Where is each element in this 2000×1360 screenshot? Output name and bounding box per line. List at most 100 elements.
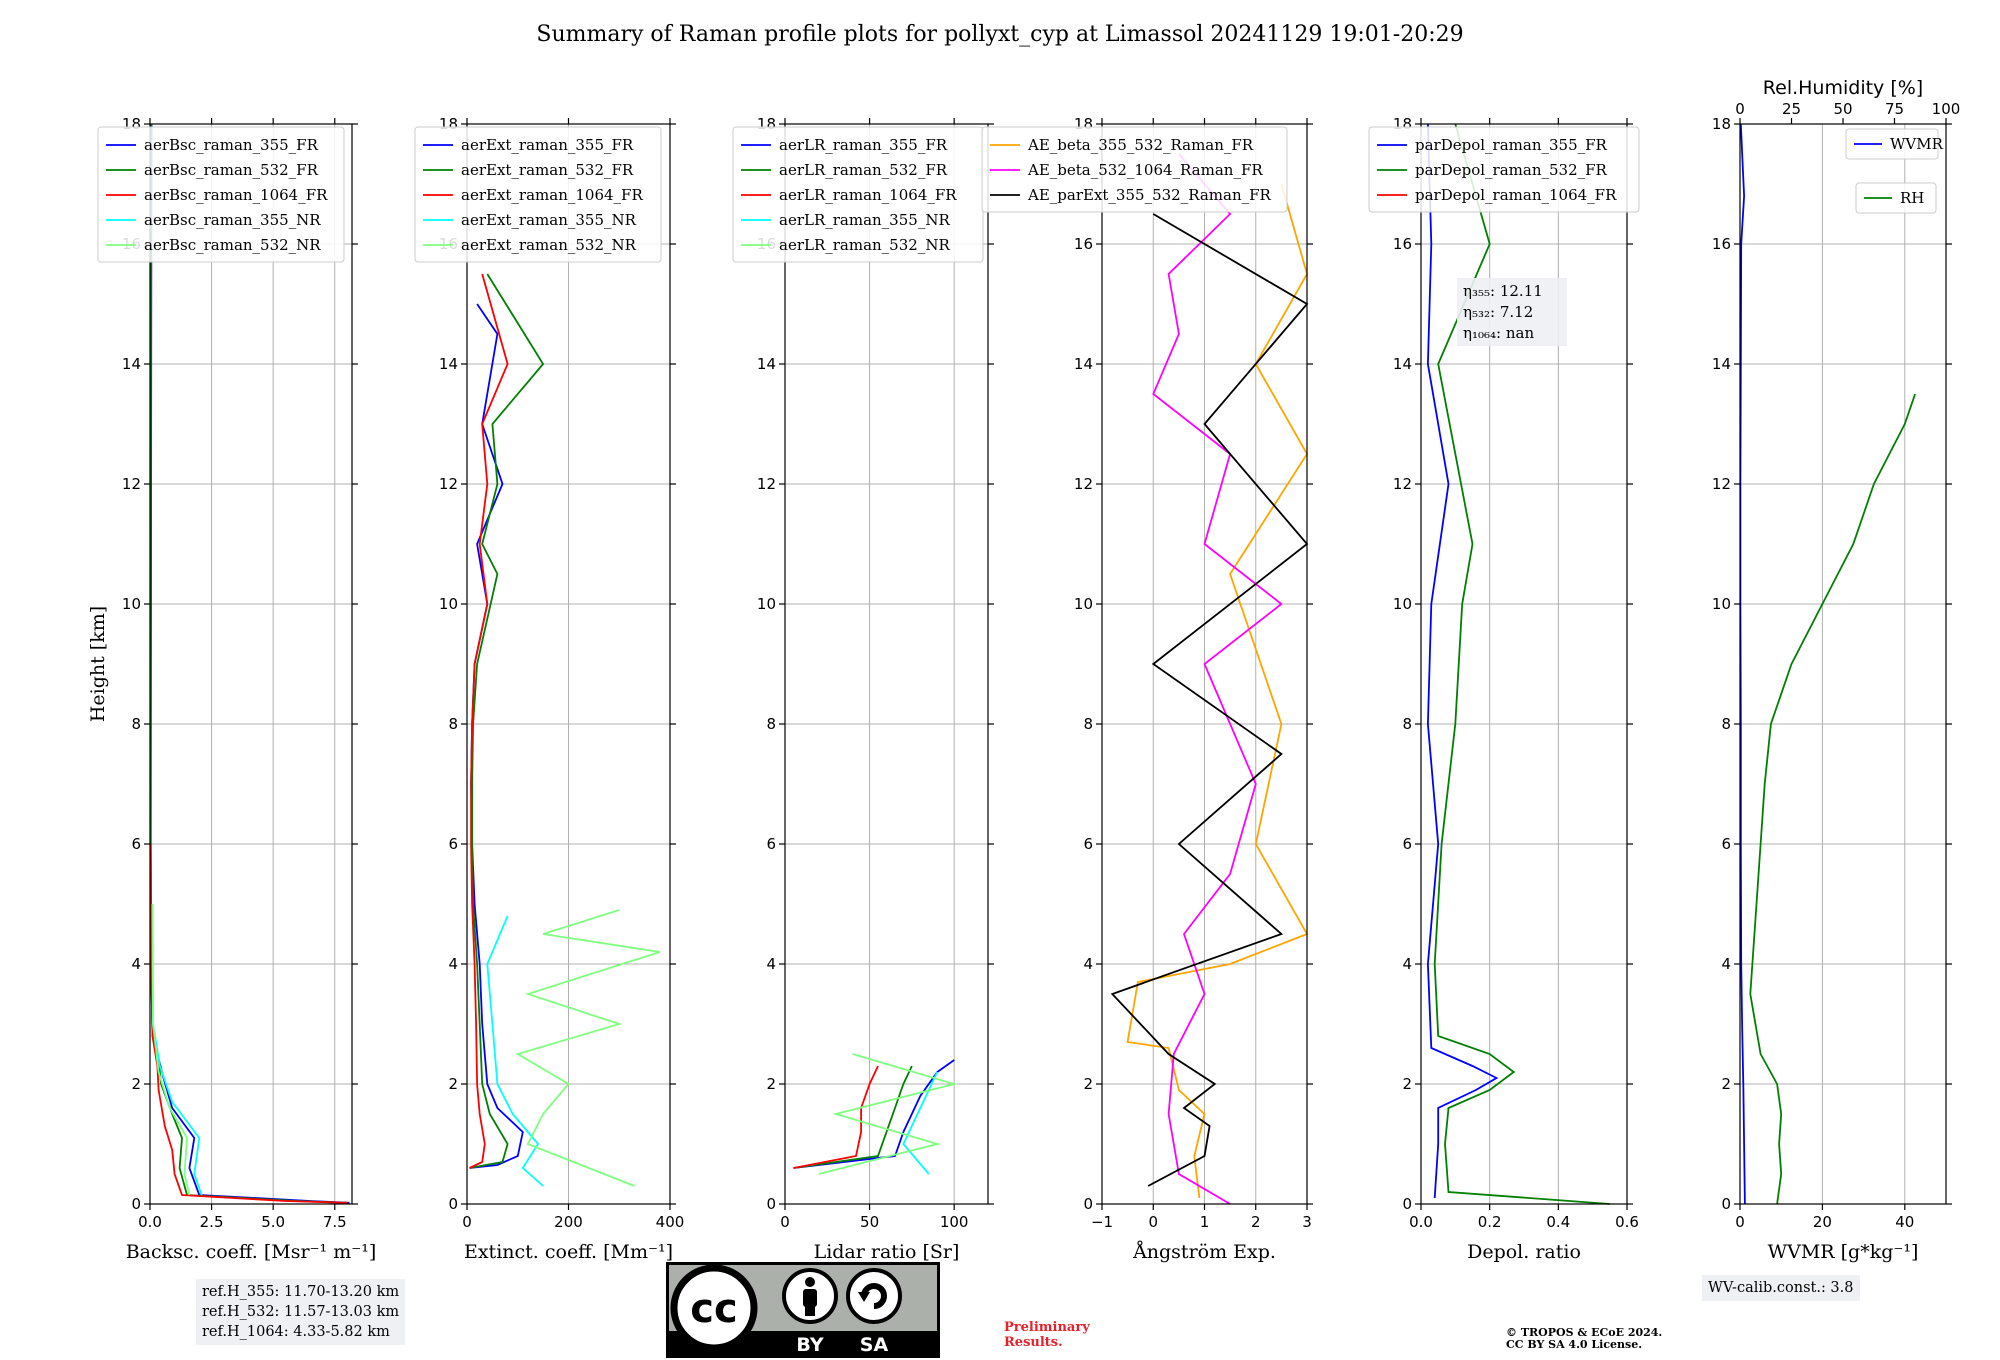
- series-line-AE_parExt_355_532_Raman_FR: [1110, 213, 1309, 1187]
- panel-extinction: 0246810121416180200400Extinct. coeff. [M…: [414, 115, 685, 1263]
- ref-height-1064: ref.H_1064: 4.33-5.82 km: [202, 1324, 390, 1340]
- legend-label-aerLR_raman_532_NR: aerLR_raman_532_NR: [779, 236, 950, 254]
- series-line-aerExt_raman_532_NR: [515, 909, 661, 1187]
- x-tick-label: 100: [940, 1213, 969, 1231]
- y-tick-label: 8: [448, 715, 458, 733]
- series-line-aerLR_raman_532_FR: [793, 1065, 913, 1169]
- eta-line-2: η₁₀₆₄: nan: [1463, 324, 1534, 342]
- x2-tick-label: 100: [1932, 100, 1961, 118]
- series-line-aerLR_raman_1064_FR: [793, 1065, 879, 1169]
- y-tick-label: 0: [448, 1195, 458, 1213]
- figure-title: Summary of Raman profile plots for polly…: [536, 22, 1464, 47]
- legend: AE_beta_355_532_Raman_FR AE_beta_532_1064…: [981, 126, 1288, 213]
- y-tick-label: 4: [1402, 955, 1412, 973]
- series-line-aerBsc_raman_1064_FR: [149, 843, 348, 1204]
- y-tick-label: 14: [122, 355, 141, 373]
- y-tick-label: 2: [766, 1075, 776, 1093]
- y-tick-label: 14: [1712, 355, 1731, 373]
- x-tick-label: 0.6: [1615, 1213, 1639, 1231]
- x-tick-label: 7.5: [323, 1213, 347, 1231]
- series-line-aerBsc_raman_355_FR: [149, 123, 350, 1204]
- y-tick-label: 4: [1721, 955, 1731, 973]
- series-line-aerExt_raman_1064_FR: [469, 273, 509, 1169]
- series-line-aerBsc_raman_532_NR: [151, 903, 191, 1196]
- y-tick-label: 4: [448, 955, 458, 973]
- y-tick-label: 0: [131, 1195, 141, 1213]
- x-axis-label: Ångström Exp.: [1132, 1241, 1276, 1263]
- x-tick-label: 0: [1148, 1213, 1158, 1231]
- x2-tick-label: 50: [1833, 100, 1852, 118]
- y-tick-label: 0: [1721, 1195, 1731, 1213]
- y-tick-label: 12: [1393, 475, 1412, 493]
- series-line-aerExt_raman_532_FR: [469, 273, 545, 1169]
- x-tick-label: 400: [656, 1213, 685, 1231]
- legend-box: [981, 126, 1288, 213]
- eta-line-1: η₅₃₂: 7.12: [1463, 303, 1533, 321]
- legend-label-aerBsc_raman_1064_FR: aerBsc_raman_1064_FR: [144, 186, 328, 204]
- eta-box: [1457, 278, 1567, 346]
- series-line-aerBsc_raman_355_NR: [151, 903, 203, 1196]
- x-tick-label: 1: [1200, 1213, 1210, 1231]
- series-line-RH: [1749, 393, 1916, 1205]
- y-tick-label: 6: [131, 835, 141, 853]
- reference-height-box: ref.H_355: 11.70-13.20 km ref.H_532: 11.…: [196, 1279, 406, 1345]
- y-tick-label: 14: [1074, 355, 1093, 373]
- y-tick-label: 6: [766, 835, 776, 853]
- preliminary-line-1: Preliminary: [1004, 1320, 1090, 1335]
- legend-box: [1368, 126, 1640, 213]
- y-tick-label: 8: [1083, 715, 1093, 733]
- series-line-aerLR_raman_532_NR: [818, 1053, 958, 1175]
- y-tick-label: 10: [1074, 595, 1093, 613]
- copyright-line-2: CC BY SA 4.0 License.: [1506, 1338, 1643, 1351]
- legend-label-aerBsc_raman_355_NR: aerBsc_raman_355_NR: [144, 211, 321, 229]
- preliminary-line-2: Results.: [1004, 1335, 1063, 1350]
- y-tick-label: 16: [1712, 235, 1731, 253]
- x-axis-label: Lidar ratio [Sr]: [814, 1241, 960, 1263]
- legend-WVMR: WVMR: [1845, 128, 1944, 160]
- preliminary-note: Preliminary Results.: [1004, 1320, 1090, 1350]
- legend-RH: RH: [1855, 182, 1937, 214]
- legend-box: [1855, 182, 1937, 214]
- x2-axis-label: Rel.Humidity [%]: [1763, 77, 1923, 99]
- cc-logo-text: cc: [690, 1286, 737, 1332]
- x-tick-label: 0.0: [1409, 1213, 1433, 1231]
- legend: aerBsc_raman_355_FR aerBsc_raman_532_FRae…: [97, 126, 345, 263]
- y-tick-label: 8: [1721, 715, 1731, 733]
- y-tick-label: 2: [1083, 1075, 1093, 1093]
- ref-height-355: ref.H_355: 11.70-13.20 km: [202, 1284, 400, 1300]
- axes-frame: [149, 123, 353, 1205]
- x-tick-label: 0.4: [1546, 1213, 1570, 1231]
- ref-height-532: ref.H_532: 11.57-13.03 km: [202, 1304, 400, 1320]
- panel-lidar_ratio: 024681012141618050100Lidar ratio [Sr]aer…: [732, 115, 994, 1263]
- legend-label-parDepol_raman_355_FR: parDepol_raman_355_FR: [1415, 136, 1608, 154]
- y-tick-label: 0: [1402, 1195, 1412, 1213]
- y-tick-label: 2: [448, 1075, 458, 1093]
- y-tick-label: 4: [131, 955, 141, 973]
- legend-label-aerLR_raman_532_FR: aerLR_raman_532_FR: [779, 161, 948, 179]
- y-tick-label: 6: [1083, 835, 1093, 853]
- wv-calib-text: WV-calib.const.: 3.8: [1708, 1280, 1854, 1296]
- y-tick-label: 8: [766, 715, 776, 733]
- wv-calib-box: WV-calib.const.: 3.8: [1702, 1275, 1860, 1301]
- y-tick-label: 6: [1721, 835, 1731, 853]
- x-tick-label: 0: [780, 1213, 790, 1231]
- y-tick-label: 12: [439, 475, 458, 493]
- legend-box: [414, 126, 662, 263]
- y-tick-label: 2: [1402, 1075, 1412, 1093]
- series-line-aerLR_raman_355_FR: [793, 1059, 955, 1169]
- x2-tick-label: 75: [1885, 100, 1904, 118]
- x-tick-label: 0: [462, 1213, 472, 1231]
- legend-label-parDepol_raman_1064_FR: parDepol_raman_1064_FR: [1415, 186, 1617, 204]
- legend: aerExt_raman_355_FR aerExt_raman_532_FRae…: [414, 126, 662, 263]
- y-tick-label: 4: [766, 955, 776, 973]
- series-line-AE_beta_532_1064_Raman_FR: [1152, 153, 1283, 1205]
- y-tick-label: 14: [757, 355, 776, 373]
- legend: aerLR_raman_355_FR aerLR_raman_532_FR aerL…: [732, 126, 984, 263]
- series-line-aerExt_raman_355_FR: [469, 303, 524, 1169]
- y-tick-label: 0: [766, 1195, 776, 1213]
- legend-label: WVMR: [1890, 135, 1944, 153]
